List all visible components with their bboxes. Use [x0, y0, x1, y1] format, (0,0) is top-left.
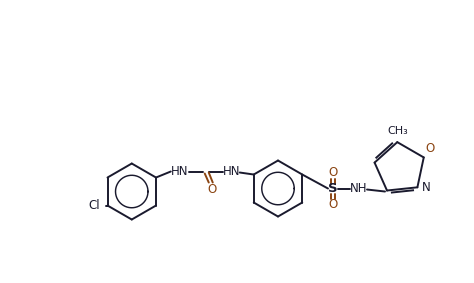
Text: S: S [328, 182, 338, 195]
Text: HN: HN [223, 165, 240, 178]
Text: Cl: Cl [88, 199, 100, 212]
Text: NH: NH [350, 182, 368, 195]
Text: HN: HN [171, 165, 189, 178]
Text: CH₃: CH₃ [387, 126, 408, 136]
Text: O: O [328, 198, 337, 211]
Text: O: O [328, 166, 337, 179]
Text: N: N [421, 181, 430, 194]
Text: O: O [426, 142, 435, 155]
Text: O: O [207, 183, 216, 196]
